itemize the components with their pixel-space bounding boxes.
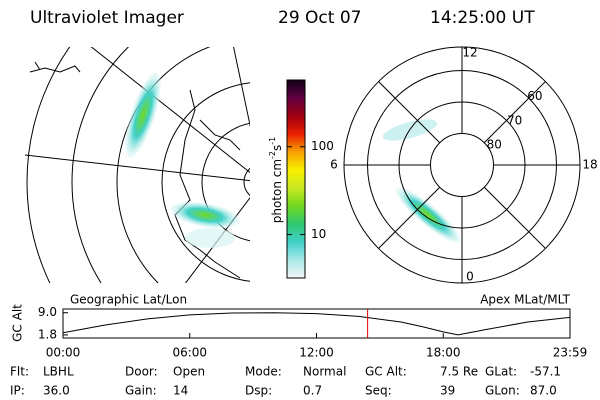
y-tick-label: 9.0 — [38, 305, 57, 319]
exp: -1 — [268, 137, 277, 145]
colorbar-tick-label: 10 — [311, 227, 326, 241]
field-value: 0.7 — [303, 384, 322, 398]
field-value: LBHL — [43, 365, 74, 379]
mlt-label: 12 — [462, 46, 477, 60]
time: 14:25:00 UT — [430, 8, 535, 28]
field-label: Gain: — [125, 384, 157, 398]
mlt-label: 6 — [330, 158, 338, 172]
lat-label: 70 — [507, 113, 522, 127]
lat-label: 60 — [527, 89, 542, 103]
map-label: Apex MLat/MLT — [480, 293, 570, 307]
field-label: Mode: — [245, 365, 282, 379]
field-value: 39 — [440, 384, 455, 398]
field-value: 87.0 — [530, 384, 557, 398]
field-value: 36.0 — [43, 384, 70, 398]
field-label: Flt: — [10, 365, 29, 379]
field-label: GC Alt: — [365, 365, 407, 379]
lat-circle — [430, 133, 494, 197]
mlt-label: 0 — [466, 270, 474, 284]
y-tick-label: 1.8 — [38, 327, 57, 341]
field-label: Dsp: — [245, 384, 272, 398]
exp: -2 — [268, 151, 277, 159]
field-label: IP: — [10, 384, 25, 398]
field-label: Seq: — [365, 384, 392, 398]
x-tick-label: 23:59 — [553, 346, 588, 360]
field-value: Normal — [303, 365, 346, 379]
altitude-line — [62, 312, 571, 336]
mlt-line — [378, 186, 441, 249]
unit: s — [270, 145, 284, 151]
title: Ultraviolet Imager — [30, 8, 184, 28]
mlt-line — [378, 81, 441, 144]
colorbar — [286, 79, 306, 279]
x-tick-label: 00:00 — [46, 346, 81, 360]
field-label: Door: — [125, 365, 158, 379]
field-label: GLon: — [485, 384, 520, 398]
map-label: Geographic Lat/Lon — [70, 293, 187, 307]
lat-label: 80 — [487, 137, 502, 151]
footer: Flt: LBHL IP: 36.0 Door: Open Gain: 14 Mode: Norm… — [10, 365, 561, 398]
field-value: 14 — [173, 384, 188, 398]
field-value: Open — [173, 365, 205, 379]
y-axis-label: GC Alt — [11, 304, 25, 342]
mlt-label: 18 — [582, 158, 597, 172]
mlt-line — [483, 186, 546, 249]
date: 29 Oct 07 — [278, 8, 361, 28]
field-value: -57.1 — [530, 365, 561, 379]
x-tick-label: 12:00 — [299, 346, 334, 360]
colorbar-tick-label: 100 — [311, 139, 334, 153]
field-value: 7.5 Re — [440, 365, 478, 379]
field-label: GLat: — [485, 365, 517, 379]
colorbar-unit: photon cm-2s-1 — [268, 137, 284, 224]
mlt-line — [483, 81, 546, 144]
x-tick-label: 06:00 — [172, 346, 207, 360]
geo-map — [25, 47, 250, 283]
x-tick-label: 18:00 — [426, 346, 461, 360]
unit: photon cm — [270, 159, 284, 223]
